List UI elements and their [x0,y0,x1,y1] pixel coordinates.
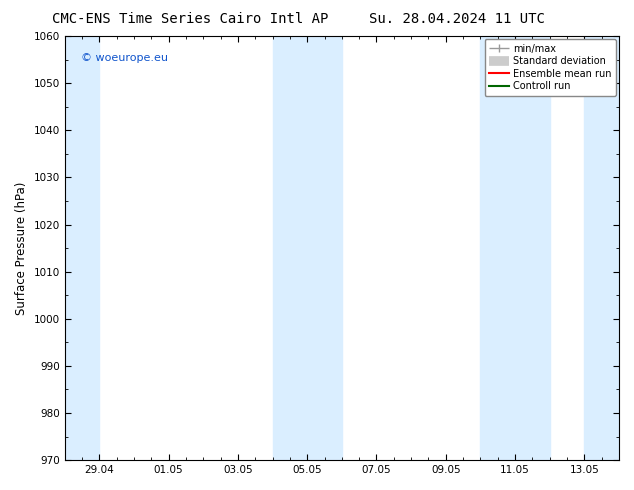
Bar [65,36,100,460]
Legend: min/max, Standard deviation, Ensemble mean run, Controll run: min/max, Standard deviation, Ensemble me… [484,39,616,96]
Text: © woeurope.eu: © woeurope.eu [81,53,168,63]
Bar [273,36,342,460]
Text: Su. 28.04.2024 11 UTC: Su. 28.04.2024 11 UTC [368,12,545,26]
Text: CMC-ENS Time Series Cairo Intl AP: CMC-ENS Time Series Cairo Intl AP [52,12,328,26]
Bar [481,36,550,460]
Y-axis label: Surface Pressure (hPa): Surface Pressure (hPa) [15,181,28,315]
Bar [585,36,619,460]
